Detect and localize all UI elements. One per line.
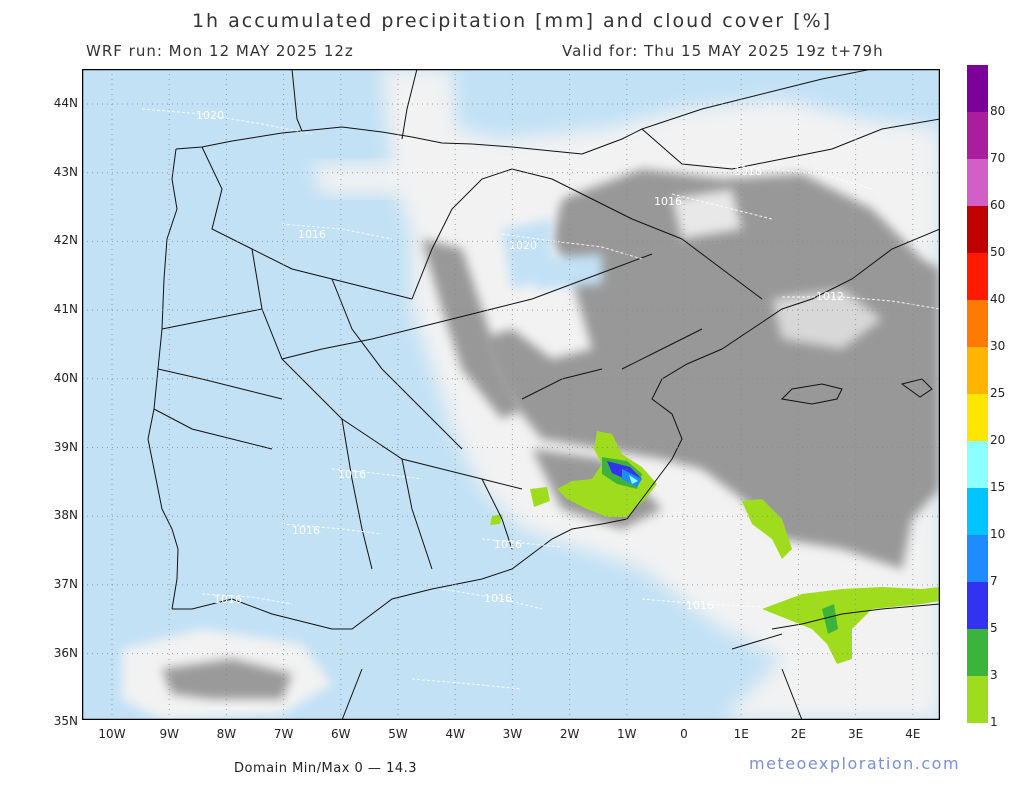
lat-tick-label: 37N [53, 576, 78, 591]
colorbar-tick-label: 80 [990, 104, 1006, 118]
model-run-label: WRF run: Mon 12 MAY 2025 12z [86, 42, 354, 60]
colorbar-segment [967, 582, 988, 629]
isobar-label: 1016 [686, 599, 714, 612]
lat-tick-label: 40N [53, 370, 78, 385]
domain-min-max: Domain Min/Max 0 — 14.3 [234, 761, 418, 776]
lon-tick-label: 4W [445, 727, 465, 741]
isobar-label: 1016 [338, 468, 366, 481]
colorbar-tick-label: 30 [990, 339, 1006, 353]
lat-tick-label: 44N [53, 96, 78, 110]
lat-tick-label: 36N [53, 645, 78, 660]
colorbar-tick-label: 7 [990, 574, 998, 588]
colorbar [967, 65, 988, 723]
isobar-label: 1020 [196, 109, 224, 122]
colorbar-tick-label: 70 [990, 151, 1006, 165]
isobar-label: 1016 [484, 592, 512, 605]
lon-tick-label: 2W [559, 727, 580, 741]
isobar-label: 1016 [734, 165, 762, 178]
lon-tick-label: 5W [388, 727, 408, 741]
colorbar-segment [967, 535, 988, 582]
isobar-label: 1016 [292, 524, 320, 537]
lon-tick-label: 3E [847, 727, 864, 741]
colorbar-tick-label: 60 [990, 198, 1006, 212]
lat-lon-gridlines [82, 69, 940, 720]
isobars [141, 108, 940, 690]
lat-tick-label: 42N [53, 233, 78, 248]
isobar-label: 1012 [816, 290, 844, 303]
colorbar-tick-label: 40 [990, 292, 1006, 306]
lon-tick-label: 8W [216, 727, 237, 741]
lon-tick-label: 2E [790, 727, 806, 741]
colorbar-segment [967, 488, 988, 535]
colorbar-segment [967, 394, 988, 441]
isobar-label: 1020 [509, 239, 537, 252]
precipitation-map[interactable]: 1020 1016 1020 1016 1012 1016 1016 1016 … [82, 69, 940, 720]
lon-tick-label: 6W [331, 727, 351, 741]
colorbar-tick-label: 5 [990, 621, 998, 635]
lon-tick-label: 4E [905, 727, 921, 741]
isobar-label: 1016 [214, 593, 242, 606]
colorbar-segment [967, 441, 988, 488]
lon-tick-label: 7W [273, 727, 294, 741]
lat-tick-label: 35N [53, 714, 78, 729]
colorbar-segment [967, 300, 988, 347]
colorbar-tick-label: 15 [990, 480, 1006, 494]
colorbar-segment [967, 629, 988, 676]
lat-tick-label: 38N [53, 508, 78, 523]
colorbar-tick-label: 20 [990, 433, 1006, 447]
lat-tick-label: 43N [53, 164, 78, 179]
chart-title: 1h accumulated precipitation [mm] and cl… [191, 10, 833, 32]
colorbar-tick-label: 3 [990, 668, 998, 682]
colorbar-tick-label: 10 [990, 527, 1006, 541]
colorbar-segment [967, 676, 988, 723]
isobar-label: 1016 [298, 228, 326, 241]
colorbar-tick-label: 50 [990, 245, 1006, 259]
isobar-labels: 1020 1016 1020 1016 1012 1016 1016 1016 … [196, 109, 844, 612]
colorbar-tick-label: 25 [990, 386, 1006, 400]
lon-tick-label: 0 [680, 727, 688, 741]
lon-tick-label: 3W [502, 727, 523, 741]
isobar-label: 1016 [494, 538, 522, 551]
colorbar-segment [967, 65, 988, 112]
lon-tick-label: 10W [98, 727, 126, 741]
valid-time-label: Valid for: Thu 15 MAY 2025 19z t+79h [562, 42, 884, 60]
brand-link[interactable]: meteoexploration.com [749, 754, 961, 773]
coastlines-and-borders [147, 69, 940, 720]
colorbar-segment [967, 253, 988, 300]
lat-tick-label: 41N [53, 302, 78, 317]
lon-tick-label: 1W [617, 727, 637, 741]
colorbar-segment [967, 206, 988, 253]
colorbar-segment [967, 159, 988, 206]
isobar-label: 1016 [654, 195, 682, 208]
precipitation-areas [490, 431, 940, 664]
map-frame [82, 69, 940, 720]
colorbar-tick-label: 1 [990, 715, 998, 729]
lat-tick-label: 39N [53, 439, 78, 454]
lon-tick-label: 1E [733, 727, 749, 741]
colorbar-segment [967, 112, 988, 159]
colorbar-segment [967, 347, 988, 394]
lon-tick-label: 9W [159, 727, 179, 741]
